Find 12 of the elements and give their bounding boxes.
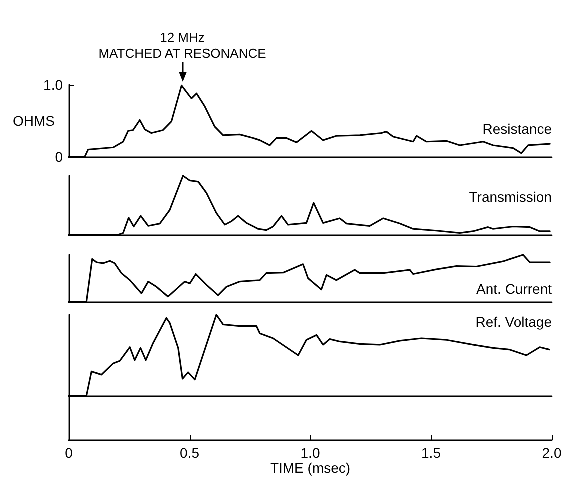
x-tick-label: 0 — [65, 445, 74, 461]
x-tick-label: 0.5 — [180, 445, 200, 461]
x-tick-label: 1.0 — [300, 445, 320, 461]
x-tick-label: 2.0 — [542, 445, 562, 461]
series-label: Resistance — [482, 121, 552, 137]
annotation: 12 MHz MATCHED AT RESONANCE — [98, 30, 267, 62]
y-axis-title: OHMS — [13, 113, 55, 129]
series-label: Transmission — [469, 189, 552, 205]
x-axis-title: TIME (msec) — [270, 460, 351, 476]
x-tick-label: 1.5 — [422, 445, 442, 461]
series-label: Ref. Voltage — [476, 314, 552, 330]
series-label: Ant. Current — [476, 281, 552, 297]
